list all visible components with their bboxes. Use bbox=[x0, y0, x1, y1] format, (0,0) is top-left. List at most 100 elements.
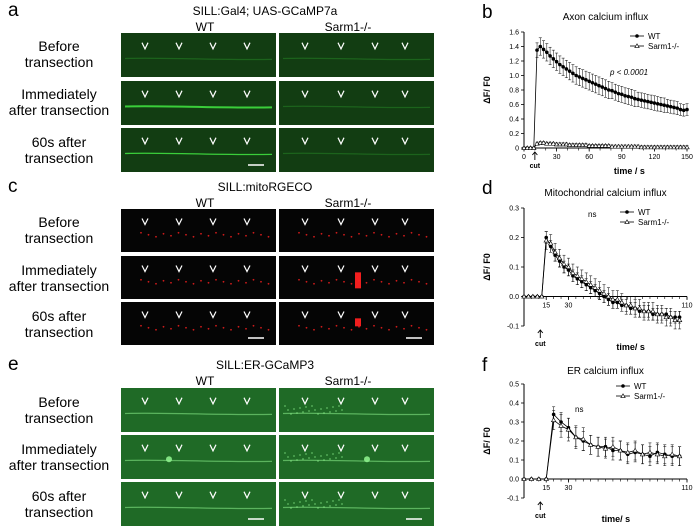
data-point bbox=[629, 95, 634, 100]
data-point bbox=[587, 281, 594, 287]
micrograph-e-r2-wt bbox=[121, 435, 276, 479]
arrowhead-icon bbox=[301, 397, 309, 406]
data-point bbox=[595, 443, 601, 449]
er-dot bbox=[314, 409, 316, 411]
micrograph-e-r1-wt bbox=[121, 388, 276, 432]
data-point bbox=[539, 293, 545, 299]
data-point bbox=[606, 88, 611, 92]
mito-dot bbox=[177, 324, 180, 327]
er-dot bbox=[311, 499, 313, 501]
data-point bbox=[573, 142, 579, 147]
data-point bbox=[538, 44, 543, 49]
mito-dot bbox=[328, 327, 330, 330]
y-axis-label: ΔF/ F0 bbox=[482, 76, 492, 103]
series-line-2 bbox=[524, 419, 680, 480]
panel-letter-a: a bbox=[8, 0, 19, 21]
data-point bbox=[610, 88, 614, 93]
data-point bbox=[659, 102, 663, 107]
col-label-wt-c: WT bbox=[195, 196, 215, 210]
arrowhead-icon bbox=[243, 42, 251, 51]
construct-label-e: SILL:ER-GCaMP3 bbox=[215, 358, 315, 372]
arrowhead-icon bbox=[175, 90, 183, 99]
axon-trace bbox=[124, 105, 273, 109]
stat-annotation: ns bbox=[588, 210, 596, 219]
micrograph-a-r3-sarm1 bbox=[279, 128, 434, 172]
mito-dot bbox=[395, 279, 398, 282]
data-point bbox=[567, 69, 572, 73]
col-label-sarm-c: Sarm1-/- bbox=[324, 196, 372, 210]
er-dot bbox=[341, 409, 343, 411]
data-point bbox=[602, 143, 609, 148]
arrowhead-icon bbox=[337, 397, 345, 406]
mito-dot bbox=[365, 281, 368, 284]
legend-label: WT bbox=[648, 32, 661, 41]
chart-axon-calcium: Axon calcium influx 0 0.2 0.4 0.6 0.8 1.0 1.2 1.… bbox=[480, 10, 695, 176]
legend-marker bbox=[635, 34, 639, 38]
row-label-a-1: Before transection bbox=[24, 38, 94, 70]
data-point bbox=[654, 451, 661, 457]
er-dot bbox=[311, 405, 313, 407]
data-point bbox=[645, 308, 652, 314]
arrowhead-icon bbox=[401, 444, 409, 453]
chart-title: Mitochondrial calcium influx bbox=[544, 188, 666, 199]
er-dot bbox=[320, 502, 322, 504]
arrowhead-icon bbox=[209, 491, 217, 500]
mito-dot bbox=[313, 282, 315, 285]
data-point bbox=[632, 143, 638, 149]
data-point bbox=[655, 101, 660, 106]
x-tick-label: 90 bbox=[618, 154, 626, 161]
data-point bbox=[565, 264, 572, 269]
er-dot bbox=[323, 412, 325, 414]
data-point bbox=[620, 92, 624, 97]
data-point bbox=[636, 97, 640, 102]
er-dot bbox=[293, 502, 295, 504]
er-dot bbox=[287, 456, 289, 458]
data-point bbox=[577, 75, 582, 79]
mito-dot bbox=[185, 280, 187, 283]
er-dot bbox=[335, 504, 337, 506]
data-point bbox=[593, 82, 598, 86]
mito-dot bbox=[335, 231, 338, 234]
mito-dot bbox=[350, 235, 353, 238]
mito-dot bbox=[155, 282, 157, 285]
data-point bbox=[664, 144, 671, 150]
data-point bbox=[609, 143, 615, 149]
mito-dot bbox=[207, 234, 210, 237]
mito-dot bbox=[305, 233, 308, 236]
y-tick-label: 0.3 bbox=[509, 420, 519, 427]
legend-label: Sarm1-/- bbox=[638, 218, 669, 227]
panel-letter-f: f bbox=[482, 355, 488, 376]
mito-dot bbox=[418, 280, 420, 283]
er-dot bbox=[308, 504, 310, 506]
er-dot bbox=[329, 411, 331, 413]
er-dot bbox=[305, 406, 307, 408]
row-label-e-3: 60s after transection bbox=[24, 488, 94, 520]
axon-trace bbox=[124, 152, 273, 156]
arrowhead-icon bbox=[371, 311, 379, 319]
stat-annotation: p < 0.0001 bbox=[609, 68, 648, 77]
data-point bbox=[668, 104, 673, 109]
data-point bbox=[675, 106, 680, 110]
er-dot bbox=[296, 459, 298, 461]
micrograph-a-r1-wt bbox=[121, 33, 276, 77]
mito-dot bbox=[162, 232, 165, 235]
y-tick-label: 0.4 bbox=[509, 401, 519, 408]
data-point bbox=[592, 143, 599, 148]
data-point bbox=[537, 140, 544, 145]
row-label-c-2: Immediately after transection bbox=[8, 262, 110, 294]
calcium-hotspot bbox=[355, 318, 361, 327]
data-point bbox=[527, 145, 534, 150]
data-point bbox=[619, 299, 625, 305]
mito-dot bbox=[215, 278, 217, 281]
arrowhead-icon bbox=[301, 311, 309, 319]
er-dot bbox=[332, 500, 334, 502]
data-point bbox=[659, 311, 665, 317]
arrowhead-icon bbox=[243, 265, 251, 273]
arrowhead-icon bbox=[141, 137, 149, 146]
mito-dot bbox=[365, 327, 368, 330]
x-tick-label: 30 bbox=[565, 485, 573, 492]
data-point bbox=[639, 98, 644, 102]
er-dot bbox=[320, 408, 322, 410]
arrowhead-icon bbox=[371, 491, 379, 500]
er-dot bbox=[308, 410, 310, 412]
